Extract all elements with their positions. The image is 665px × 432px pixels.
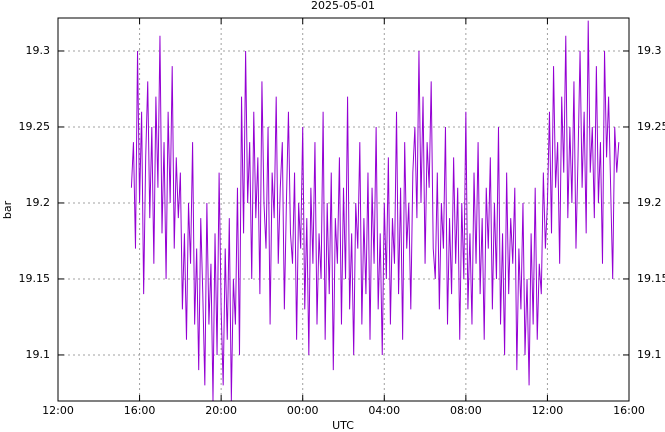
- x-tick-label: 00:00: [287, 404, 319, 417]
- y-tick-label: 19.2: [26, 196, 51, 209]
- y-tick-label: 19.1: [26, 348, 51, 361]
- x-tick-label: 04:00: [368, 404, 400, 417]
- y2-tick-label: 19.3: [637, 44, 662, 57]
- chart-title: 2025-05-01: [311, 0, 375, 12]
- x-tick-label: 20:00: [205, 404, 237, 417]
- y-axis-label: bar: [1, 200, 14, 219]
- y2-tick-label: 19.15: [637, 272, 665, 285]
- x-tick-label: 16:00: [613, 404, 645, 417]
- y-tick-label: 19.3: [26, 44, 51, 57]
- y2-tick-label: 19.25: [637, 120, 665, 133]
- x-tick-label: 08:00: [450, 404, 482, 417]
- y-tick-label: 19.15: [19, 272, 51, 285]
- plot-area: [130, 20, 620, 401]
- y-tick-label: 19.25: [19, 120, 51, 133]
- x-tick-label: 16:00: [124, 404, 156, 417]
- data-line: [130, 20, 620, 401]
- x-axis-label: UTC: [332, 419, 354, 432]
- y2-tick-label: 19.1: [637, 348, 662, 361]
- plot-border: [57, 17, 630, 402]
- x-tick-label: 12:00: [532, 404, 564, 417]
- y2-tick-label: 19.2: [637, 196, 662, 209]
- x-tick-label: 12:00: [42, 404, 74, 417]
